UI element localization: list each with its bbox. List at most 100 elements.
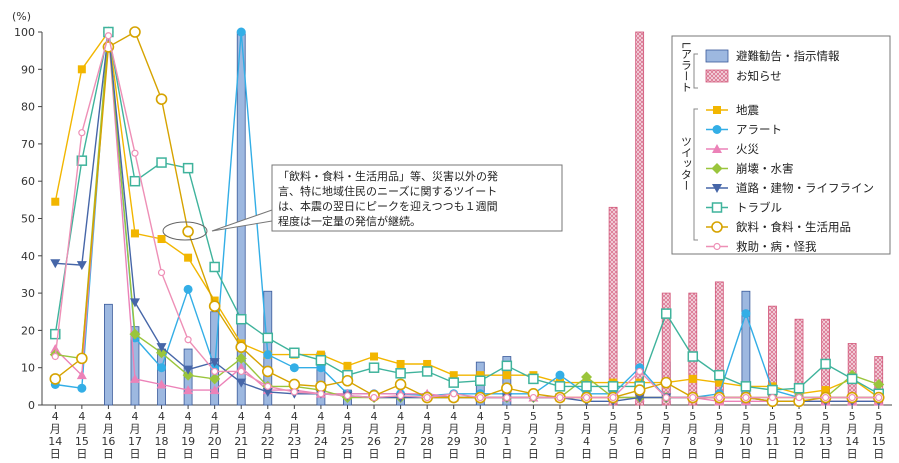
series-point — [76, 155, 88, 166]
series-point — [715, 378, 724, 387]
x-tick-label: 4 月 24 日 — [314, 410, 328, 461]
series-point — [156, 157, 167, 168]
series-point — [821, 386, 830, 395]
legend-bracket — [693, 108, 698, 241]
legend-swatch-marker — [712, 144, 722, 153]
series-point — [343, 392, 352, 400]
x-tick-label: 4 月 25 日 — [340, 410, 354, 461]
series-point — [182, 162, 194, 174]
series-point — [50, 259, 61, 269]
series-point — [263, 350, 273, 360]
series-point — [396, 392, 405, 400]
bar-hinan — [502, 356, 512, 406]
series-point — [131, 149, 139, 157]
series-point — [448, 377, 459, 388]
series-point — [501, 382, 513, 395]
series-5 — [50, 26, 884, 400]
series-point — [660, 308, 672, 319]
series-point — [155, 93, 168, 105]
series-point — [370, 352, 379, 361]
y-tick-label: 10 — [21, 362, 35, 375]
series-point — [449, 371, 458, 380]
series-point — [262, 332, 274, 344]
series-point — [184, 336, 192, 344]
series-point — [157, 268, 166, 277]
bar-oshirase — [608, 206, 618, 406]
series-point — [633, 384, 646, 396]
series-point — [261, 365, 274, 378]
legend-swatch-marker — [713, 242, 721, 251]
series-point — [184, 253, 193, 262]
series-point — [742, 393, 750, 402]
series-point — [235, 341, 248, 353]
series-point — [343, 361, 352, 370]
legend-label: アラート — [736, 123, 782, 137]
series-point — [501, 360, 513, 372]
series-point — [129, 298, 140, 308]
legend-swatch-marker — [712, 184, 722, 193]
series-point — [423, 359, 432, 368]
legend-swatch-marker — [713, 106, 721, 114]
series-point — [821, 393, 830, 402]
series-point — [423, 393, 431, 402]
series-point — [51, 352, 59, 361]
series-point — [846, 373, 858, 385]
x-tick-label: 4 月 16 日 — [101, 410, 115, 461]
series-point — [50, 344, 61, 354]
series-point — [475, 375, 486, 387]
callout-box — [271, 164, 563, 232]
legend-swatch — [705, 69, 729, 83]
series-point — [793, 382, 805, 394]
series-point — [77, 383, 87, 393]
series-point — [76, 370, 87, 380]
legend-swatch-marker — [711, 163, 723, 174]
series-point — [556, 393, 564, 402]
x-tick-label: 4 月 29 日 — [447, 410, 461, 461]
y-tick-label: 40 — [21, 250, 35, 263]
series-point — [209, 373, 221, 385]
series-point — [636, 367, 644, 376]
x-tick-label: 4 月 17 日 — [128, 410, 142, 461]
legend-swatch — [705, 49, 729, 63]
series-point — [688, 374, 697, 383]
y-tick-label: 80 — [21, 101, 35, 114]
x-tick-label: 5 月 13 日 — [819, 410, 833, 461]
legend-label: トラブル — [736, 201, 782, 215]
series-point — [51, 197, 60, 206]
series-point — [315, 354, 327, 366]
annotation: 「飲料・食料・生活用品」等、災害以外の発言、特に地域住民のニーズに関するツイート… — [162, 164, 563, 241]
series-point — [503, 393, 511, 402]
series-point — [183, 284, 193, 294]
series-point — [76, 261, 87, 271]
x-tick-label: 5 月 15 日 — [872, 410, 886, 461]
series-point — [237, 367, 245, 376]
x-tick-label: 4 月 27 日 — [394, 410, 408, 461]
series-point — [502, 371, 511, 380]
y-tick-label: 30 — [21, 287, 35, 300]
series-point — [370, 393, 378, 402]
series-point — [767, 384, 778, 396]
series-point — [582, 393, 591, 402]
series-point — [235, 313, 247, 325]
y-tick-label: 60 — [21, 175, 35, 188]
series-point — [76, 352, 88, 365]
legend-swatch-marker — [711, 202, 723, 213]
x-tick-label: 4 月 20 日 — [208, 410, 222, 461]
legend-group-label: ツイッター — [680, 136, 693, 191]
series-point — [289, 347, 300, 359]
legend-label: 避難勧告・指示情報 — [736, 49, 840, 63]
x-tick-label: 4 月 18 日 — [155, 410, 169, 461]
series-point — [129, 373, 140, 383]
series-point — [104, 32, 113, 40]
legend-label: 飲料・食料・生活用品 — [736, 220, 851, 234]
series-point — [820, 358, 831, 370]
series-point — [394, 378, 407, 391]
x-tick-label: 4 月 14 日 — [48, 410, 62, 461]
series-point — [50, 328, 61, 340]
series-point — [634, 393, 645, 403]
y-unit-label: (%) — [12, 10, 31, 23]
